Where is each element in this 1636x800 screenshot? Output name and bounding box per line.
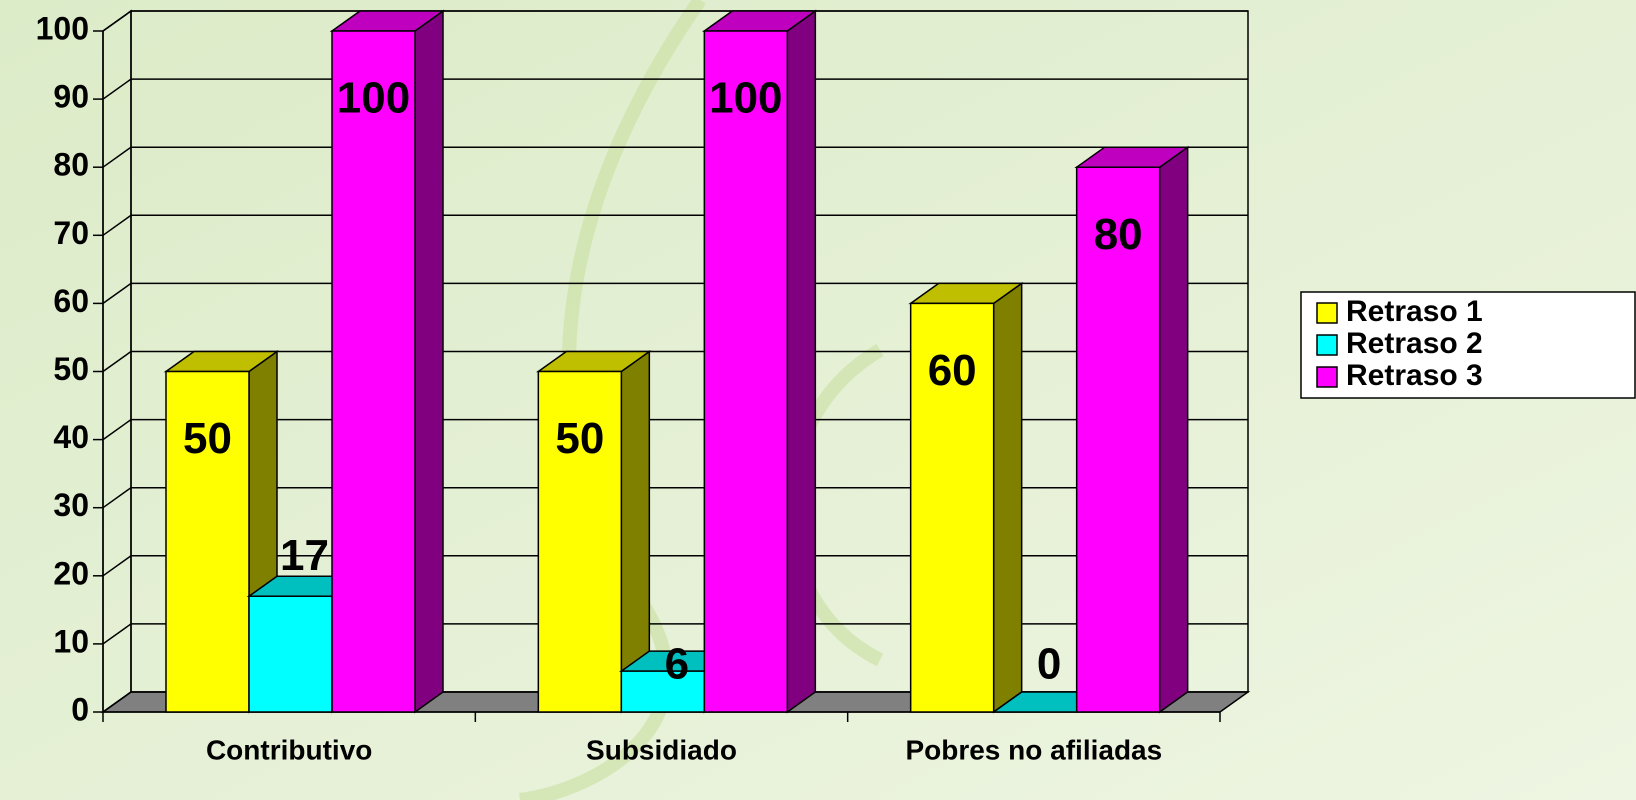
y-tick-label: 20 — [53, 555, 89, 591]
y-tick-label: 50 — [53, 351, 89, 387]
value-label: 0 — [1037, 640, 1061, 689]
bar — [248, 595, 333, 713]
value-label: 60 — [928, 346, 977, 395]
value-label: 6 — [665, 640, 689, 689]
bar — [909, 302, 995, 713]
grid-line — [102, 623, 1248, 645]
bar-side — [992, 281, 1023, 714]
y-tick-label: 100 — [36, 10, 89, 46]
value-label: 80 — [1094, 210, 1143, 259]
bar — [1075, 166, 1161, 713]
y-tick-label: 90 — [53, 79, 89, 115]
legend-swatch — [1316, 334, 1338, 356]
grid-line — [102, 486, 1248, 509]
legend-swatch — [1316, 302, 1338, 324]
y-tick-label: 80 — [53, 147, 89, 183]
bar — [537, 370, 623, 713]
grid-line — [102, 146, 1248, 168]
grid-line — [102, 418, 1248, 441]
y-tick-label: 70 — [53, 215, 89, 251]
grid-line — [102, 691, 1248, 713]
value-label: 50 — [555, 414, 604, 463]
bar — [620, 670, 706, 713]
bar — [331, 30, 416, 713]
grid-line — [102, 555, 1248, 577]
bar-side — [786, 9, 817, 714]
y-tick-label: 10 — [53, 623, 89, 659]
y-tick-label: 40 — [53, 419, 89, 455]
x-tick-label: Pobres no afiliadas — [905, 734, 1162, 765]
y-tick-label: 60 — [53, 283, 89, 319]
value-label: 100 — [709, 74, 782, 123]
y-tick-label: 0 — [71, 691, 89, 727]
legend-swatch — [1316, 366, 1338, 388]
grid-line — [102, 282, 1248, 305]
x-tick-label: Subsidiado — [586, 734, 737, 765]
grid-line — [102, 10, 1248, 32]
bar — [703, 30, 789, 713]
grid-line — [102, 78, 1248, 100]
legend-box — [1300, 291, 1636, 399]
legend-label: Retraso 3 — [1346, 359, 1483, 392]
grid-line — [102, 350, 1248, 373]
value-label: 17 — [280, 531, 329, 580]
bar — [165, 370, 250, 713]
legend-label: Retraso 2 — [1346, 327, 1483, 360]
value-label: 100 — [337, 74, 410, 123]
x-tick-label: Contributivo — [206, 734, 372, 765]
y-tick-label: 30 — [53, 487, 89, 523]
bar-side — [1158, 145, 1189, 714]
value-label: 50 — [183, 414, 232, 463]
bar-side — [414, 9, 444, 714]
grid-line — [102, 214, 1248, 236]
legend-label: Retraso 1 — [1346, 295, 1483, 328]
